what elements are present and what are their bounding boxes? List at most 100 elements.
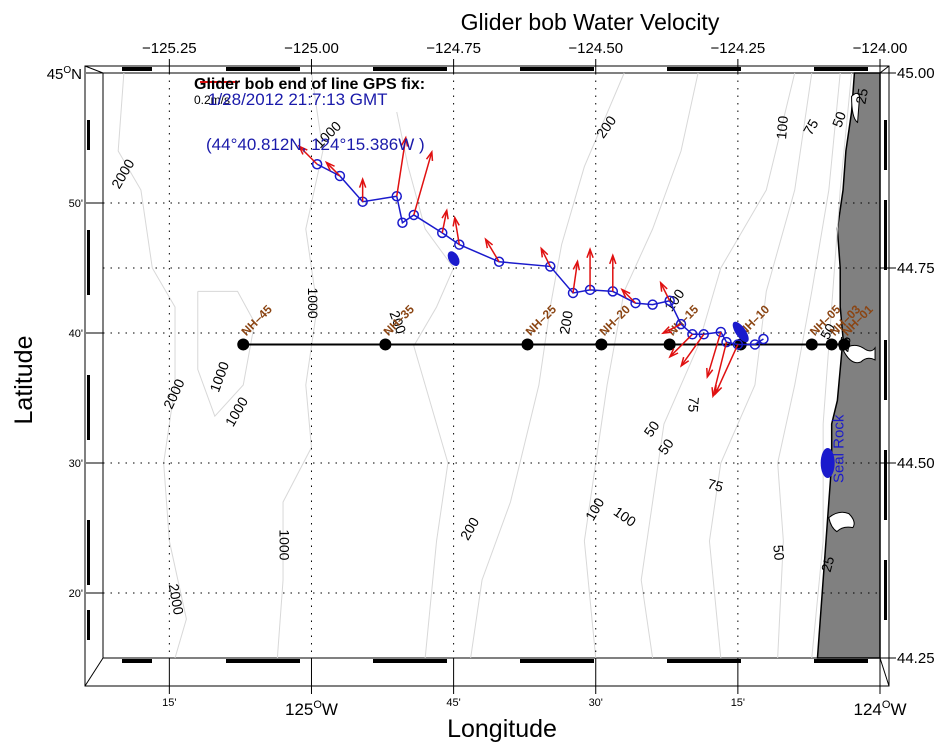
scale-bar-bottom [226, 659, 300, 663]
contour-line [396, 111, 455, 659]
station-marker [595, 338, 608, 351]
annotation-datetime: 1/28/2012 21:7:13 GMT [208, 90, 388, 109]
station-label: NH–20 [597, 302, 634, 339]
bathymetry-contours [117, 72, 853, 659]
scale-bar-right [884, 560, 887, 620]
scale-bar-top [520, 67, 594, 71]
contour-label: 50 [817, 320, 839, 342]
velocity-arrowhead [441, 208, 449, 220]
gps-fix-annotation: Glider bob end of line GPS fix: 0.2m/s 1… [194, 76, 425, 154]
contour-line [276, 72, 324, 659]
scale-bar-right [884, 450, 887, 520]
scale-bar-right [884, 120, 887, 170]
left-tick-label: 45ON [47, 65, 82, 83]
track-point [545, 261, 556, 272]
scale-bar-left [87, 520, 90, 585]
contour-line [197, 290, 256, 418]
velocity-arrow [706, 331, 722, 378]
land-polygon [816, 72, 881, 659]
top-tick-label: −124.50 [568, 40, 623, 57]
contour-label: 2000 [160, 376, 188, 411]
track-point [721, 336, 732, 348]
glider-track [311, 159, 769, 350]
contour-line [117, 72, 187, 659]
velocity-arrow [662, 323, 682, 334]
velocity-arrowhead [572, 259, 581, 271]
velocity-arrowhead [297, 144, 308, 155]
contour-line [470, 72, 625, 659]
annotation-heading: Glider bob end of line GPS fix: [194, 76, 425, 93]
velocity-arrow [413, 151, 433, 216]
outer-border [84, 65, 890, 687]
left-tick-label: 20' [69, 588, 83, 600]
station-marker [825, 338, 838, 351]
scale-bar-bottom [814, 659, 868, 663]
track-point [687, 329, 698, 340]
scale-bar-top [667, 67, 741, 71]
velocity-arrowhead [540, 246, 549, 258]
track-point [758, 333, 769, 345]
landmarks: Seal Rock [820, 414, 848, 483]
bevel-corner [879, 657, 890, 687]
contour-line [640, 72, 796, 659]
station-label: NH–45 [238, 302, 275, 339]
scale-bar-right [884, 340, 887, 400]
contour-label: 1000 [305, 288, 321, 319]
scale-bar-left [87, 230, 90, 295]
station-marker [663, 338, 676, 351]
left-tick-label: 30' [69, 458, 83, 470]
velocity-arrowhead [425, 149, 434, 161]
contour-label: 2000 [166, 583, 187, 617]
contour-line [708, 72, 813, 659]
track-point [311, 159, 323, 170]
contour-line [811, 72, 853, 659]
velocity-vectors [297, 135, 739, 399]
track-point [664, 295, 675, 307]
velocity-arrow [396, 137, 407, 197]
velocity-arrow [669, 333, 693, 358]
velocity-arrow [441, 210, 448, 234]
bottom-tick-label: 124OW [854, 699, 907, 719]
velocity-arrowhead [714, 384, 723, 396]
bottom-tick-label: 15' [731, 697, 745, 709]
scale-bar-top [814, 67, 868, 71]
contour-label: 25 [818, 554, 838, 573]
bottom-tick-label: 15' [162, 697, 176, 709]
chart-title: Glider bob Water Velocity [461, 9, 720, 35]
graticule-grid [103, 73, 880, 658]
bottom-tick-label: 125OW [285, 699, 338, 719]
track-point [732, 339, 744, 350]
station-marker [838, 338, 851, 351]
velocity-arrowhead [484, 237, 494, 249]
track-point [630, 297, 641, 309]
velocity-arrow [325, 161, 341, 177]
velocity-arrowhead [324, 160, 335, 171]
track-point [675, 318, 687, 330]
land-mass [816, 72, 881, 659]
contour-label: 75 [800, 116, 822, 138]
track-point [334, 170, 346, 182]
velocity-arrowhead [358, 177, 367, 188]
velocity-arrow [621, 289, 637, 304]
contour-label: 75 [685, 396, 702, 413]
scale-bar-bottom [667, 659, 741, 663]
axis-ticks: −125.25 −125.00 −124.75 −124.50 −124.25 −124.… [47, 40, 935, 719]
scale-bar-left [87, 375, 90, 440]
yaquina-bay [842, 344, 876, 364]
station-marker [237, 338, 250, 351]
scale-bar-bottom [520, 659, 594, 663]
track-point [493, 256, 505, 268]
station-marker [805, 338, 818, 351]
station-marker [379, 338, 392, 351]
contour-label: 50 [829, 109, 849, 129]
contour-label: 100 [582, 495, 608, 523]
contour-label: 100 [611, 503, 639, 530]
contour-label: 2000 [108, 156, 138, 191]
top-tick-label: −124.00 [853, 40, 908, 57]
siletz-bay [851, 92, 861, 124]
velocity-arrowhead [679, 356, 690, 368]
track-cluster [447, 251, 460, 267]
contour-label: 200 [556, 309, 576, 335]
